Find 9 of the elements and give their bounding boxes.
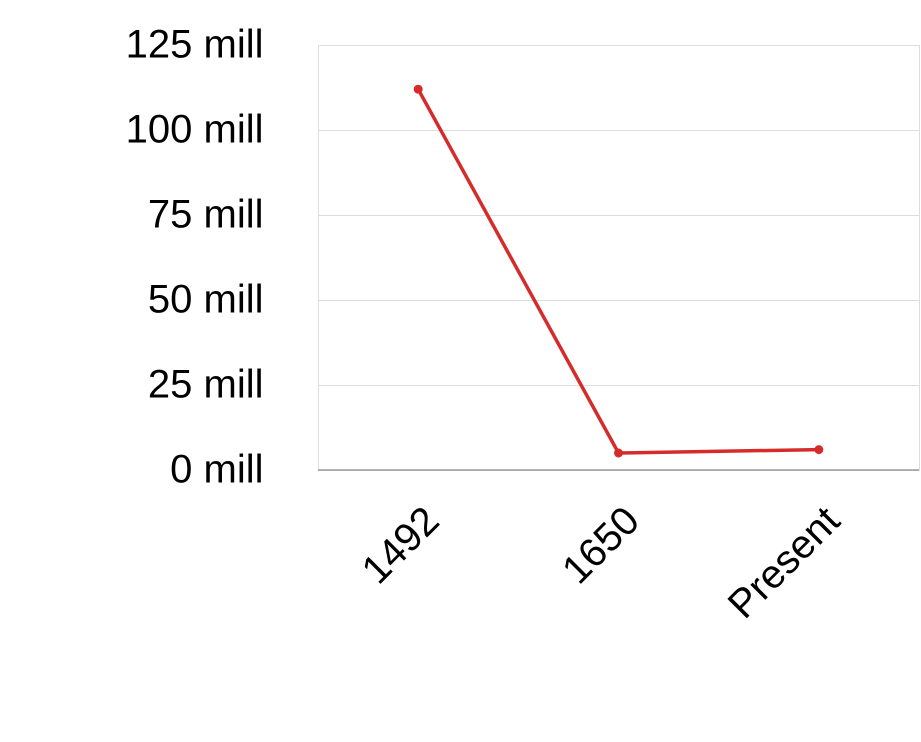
y-tick-label: 0 mill xyxy=(170,448,264,492)
point xyxy=(814,445,824,454)
point xyxy=(614,448,623,458)
y-tick-label: 25 mill xyxy=(148,362,264,406)
y-tick-label: 100 mill xyxy=(126,108,264,152)
point xyxy=(414,84,423,94)
y-tick-label: 50 mill xyxy=(148,278,264,322)
y-tick-label: 75 mill xyxy=(148,192,264,236)
y-tick-label: 125 mill xyxy=(126,22,264,66)
